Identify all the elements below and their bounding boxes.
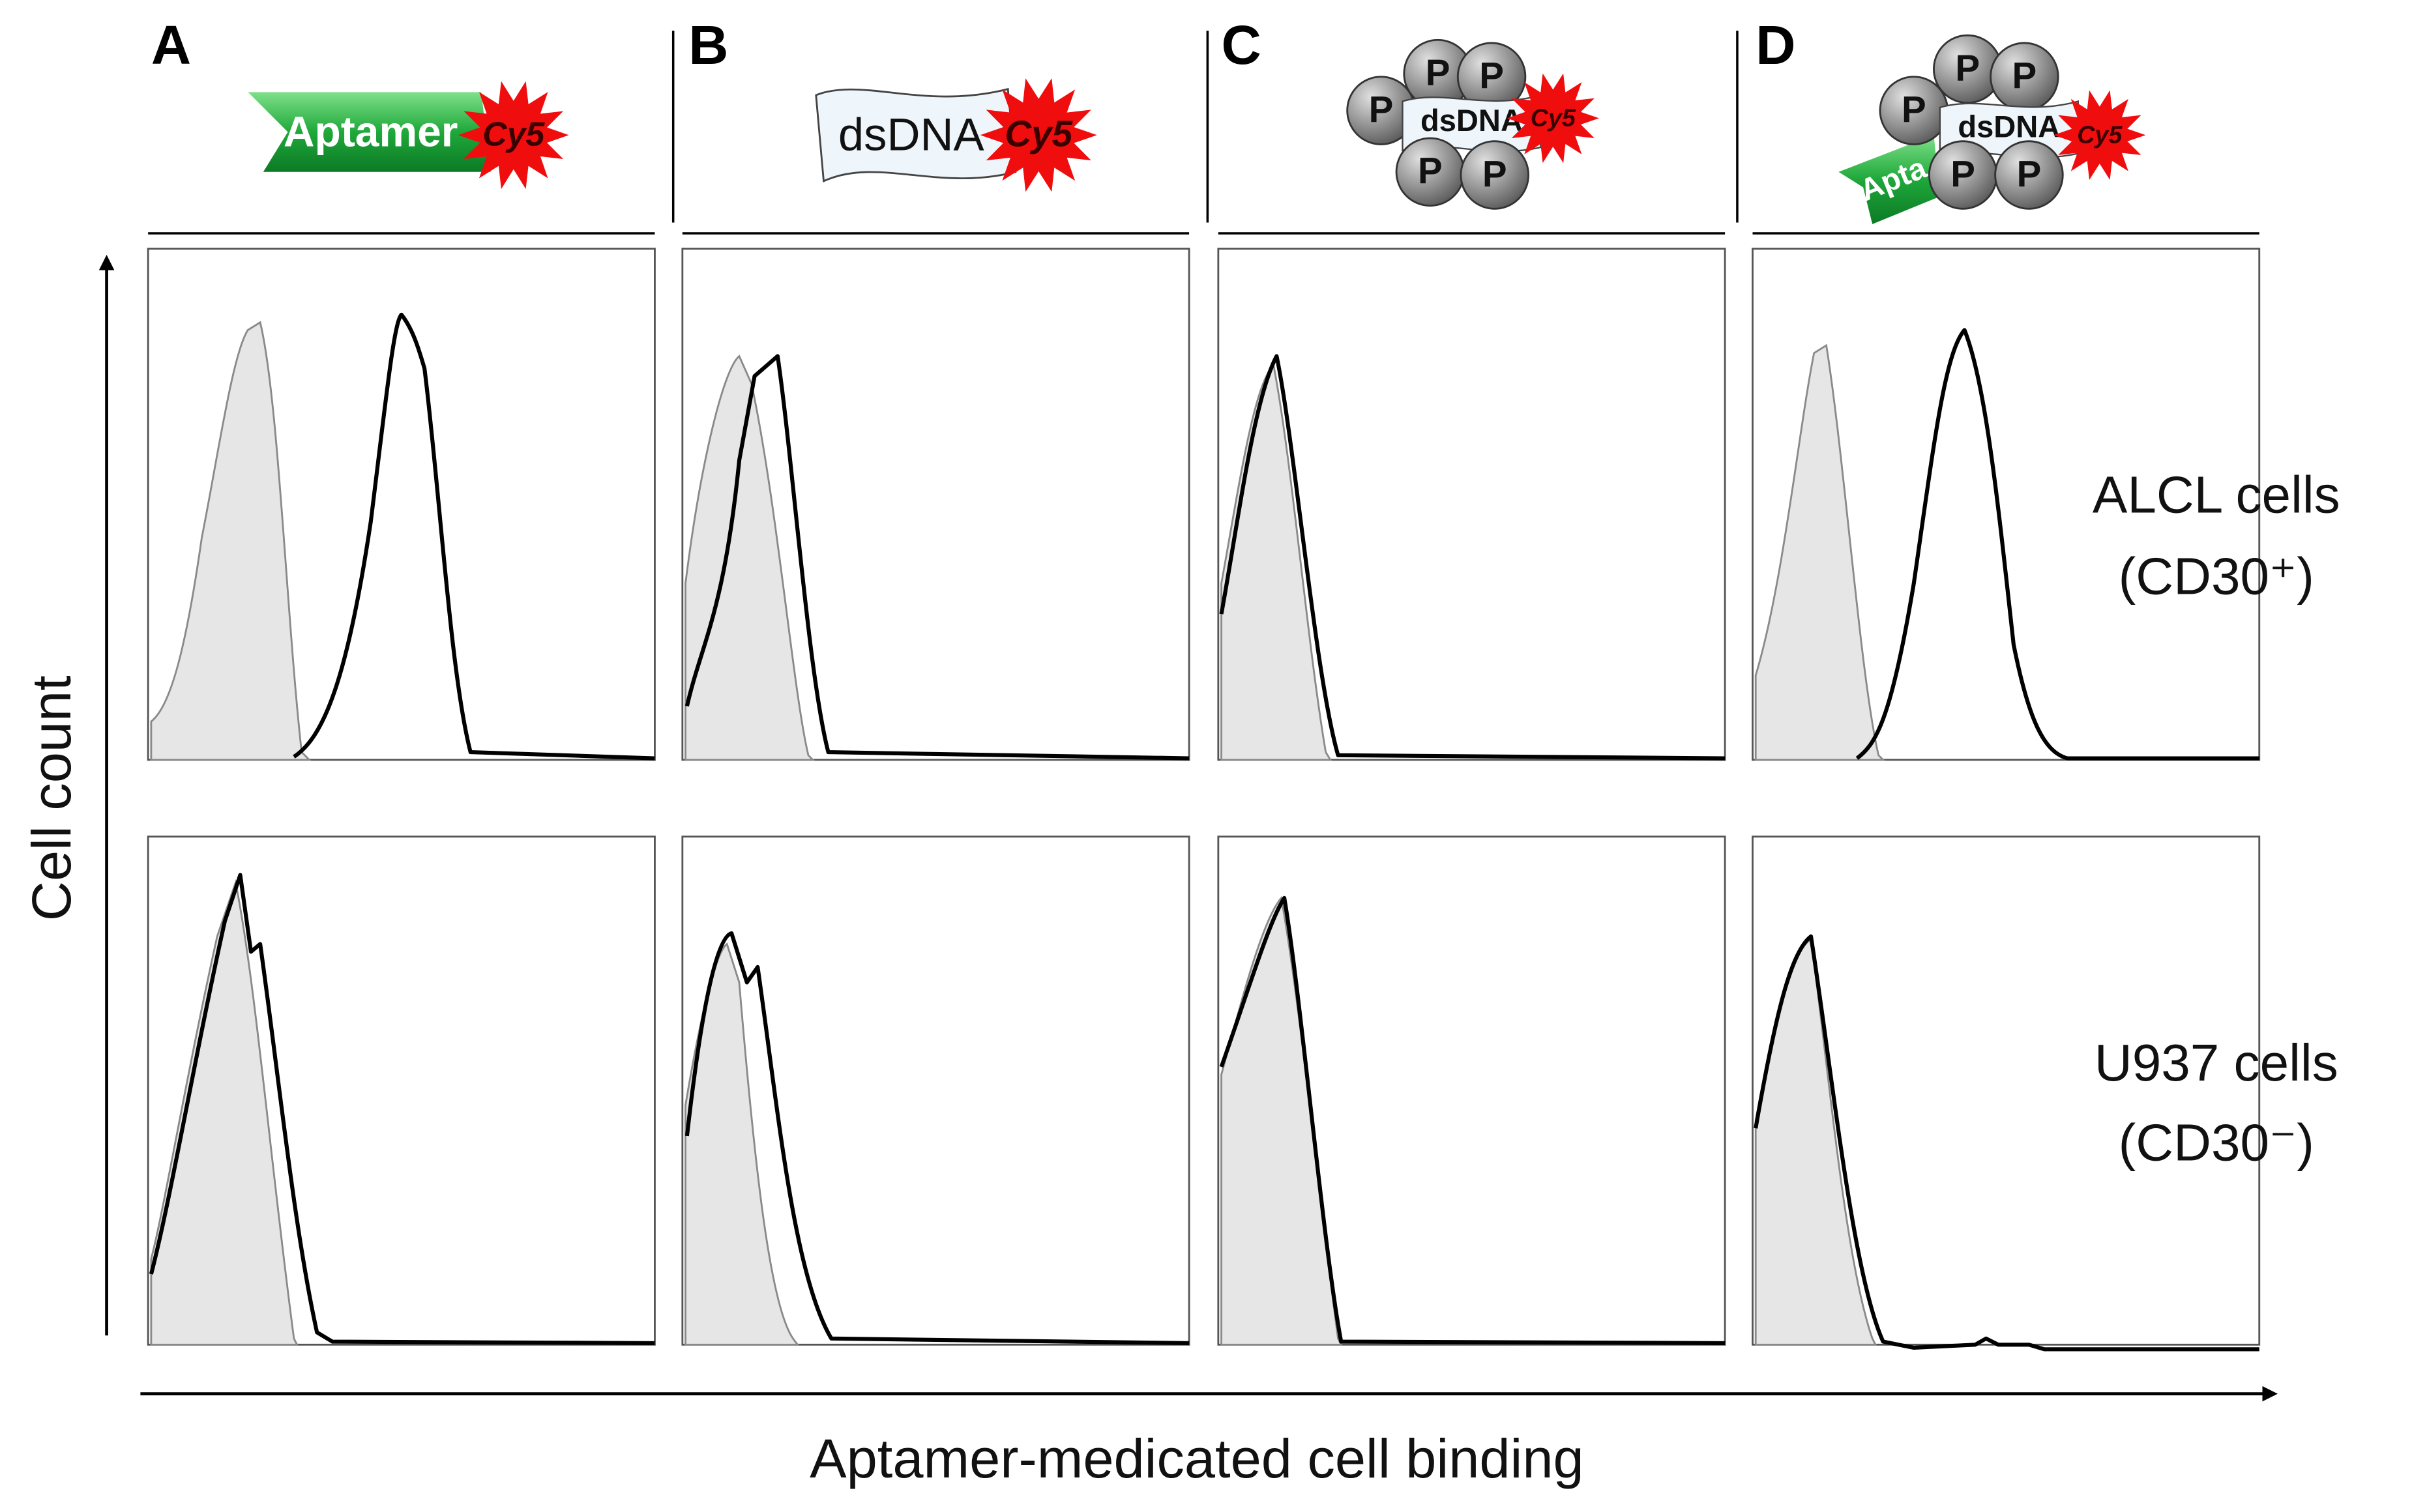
fluor-star [1507,73,1599,164]
protein-ball [1994,140,2064,210]
panel-letter: B [688,14,728,76]
fluor-star [458,81,569,189]
protein-text: P [1902,89,1926,130]
dsdna-text: dsDNA [1420,103,1523,138]
protein-text: P [1369,89,1394,130]
dsdna-text: dsDNA [838,109,984,160]
fluor-text: Cy5 [2077,121,2123,149]
fluor-text: Cy5 [1005,113,1073,154]
y-axis-label: Cell count [20,675,82,921]
fluor-star [980,78,1097,192]
protein-text: P [1950,153,1975,194]
aptamer-text: Aptamer [284,108,458,156]
protein-text: P [1418,150,1443,191]
panel-letter: C [1222,14,1261,76]
panel-letter: A [151,14,191,76]
aptamer-shape [248,92,491,172]
protein-text: P [1482,153,1507,194]
row-label: ALCL cells [2093,466,2340,524]
fluor-text: Cy5 [1531,104,1576,132]
protein-text: P [2017,153,2042,194]
protein-text: P [1426,51,1450,93]
fluor-group: Cy5 [458,81,569,189]
fluor-group: Cy5 [980,78,1097,192]
aptamer-shape [1838,135,1940,224]
plot-frames [147,248,2261,1346]
protein-ball [1460,140,1530,210]
dsdna-text: dsDNA [1958,109,2060,143]
row-label: U937 cells [2095,1034,2338,1092]
fluor-star [2053,90,2146,181]
histograms [149,312,2259,1352]
fluor-text: Cy5 [482,115,545,153]
row-marker: (CD30⁺) [2119,547,2314,605]
protein-text: P [1955,47,1980,88]
row-marker: (CD30⁻) [2119,1114,2314,1172]
protein-text: P [2012,55,2037,96]
separators [148,31,2259,235]
x-axis-label: Aptamer-medicated cell binding [810,1427,1584,1489]
panel-letter: D [1756,14,1795,76]
protein-text: P [1479,55,1504,96]
